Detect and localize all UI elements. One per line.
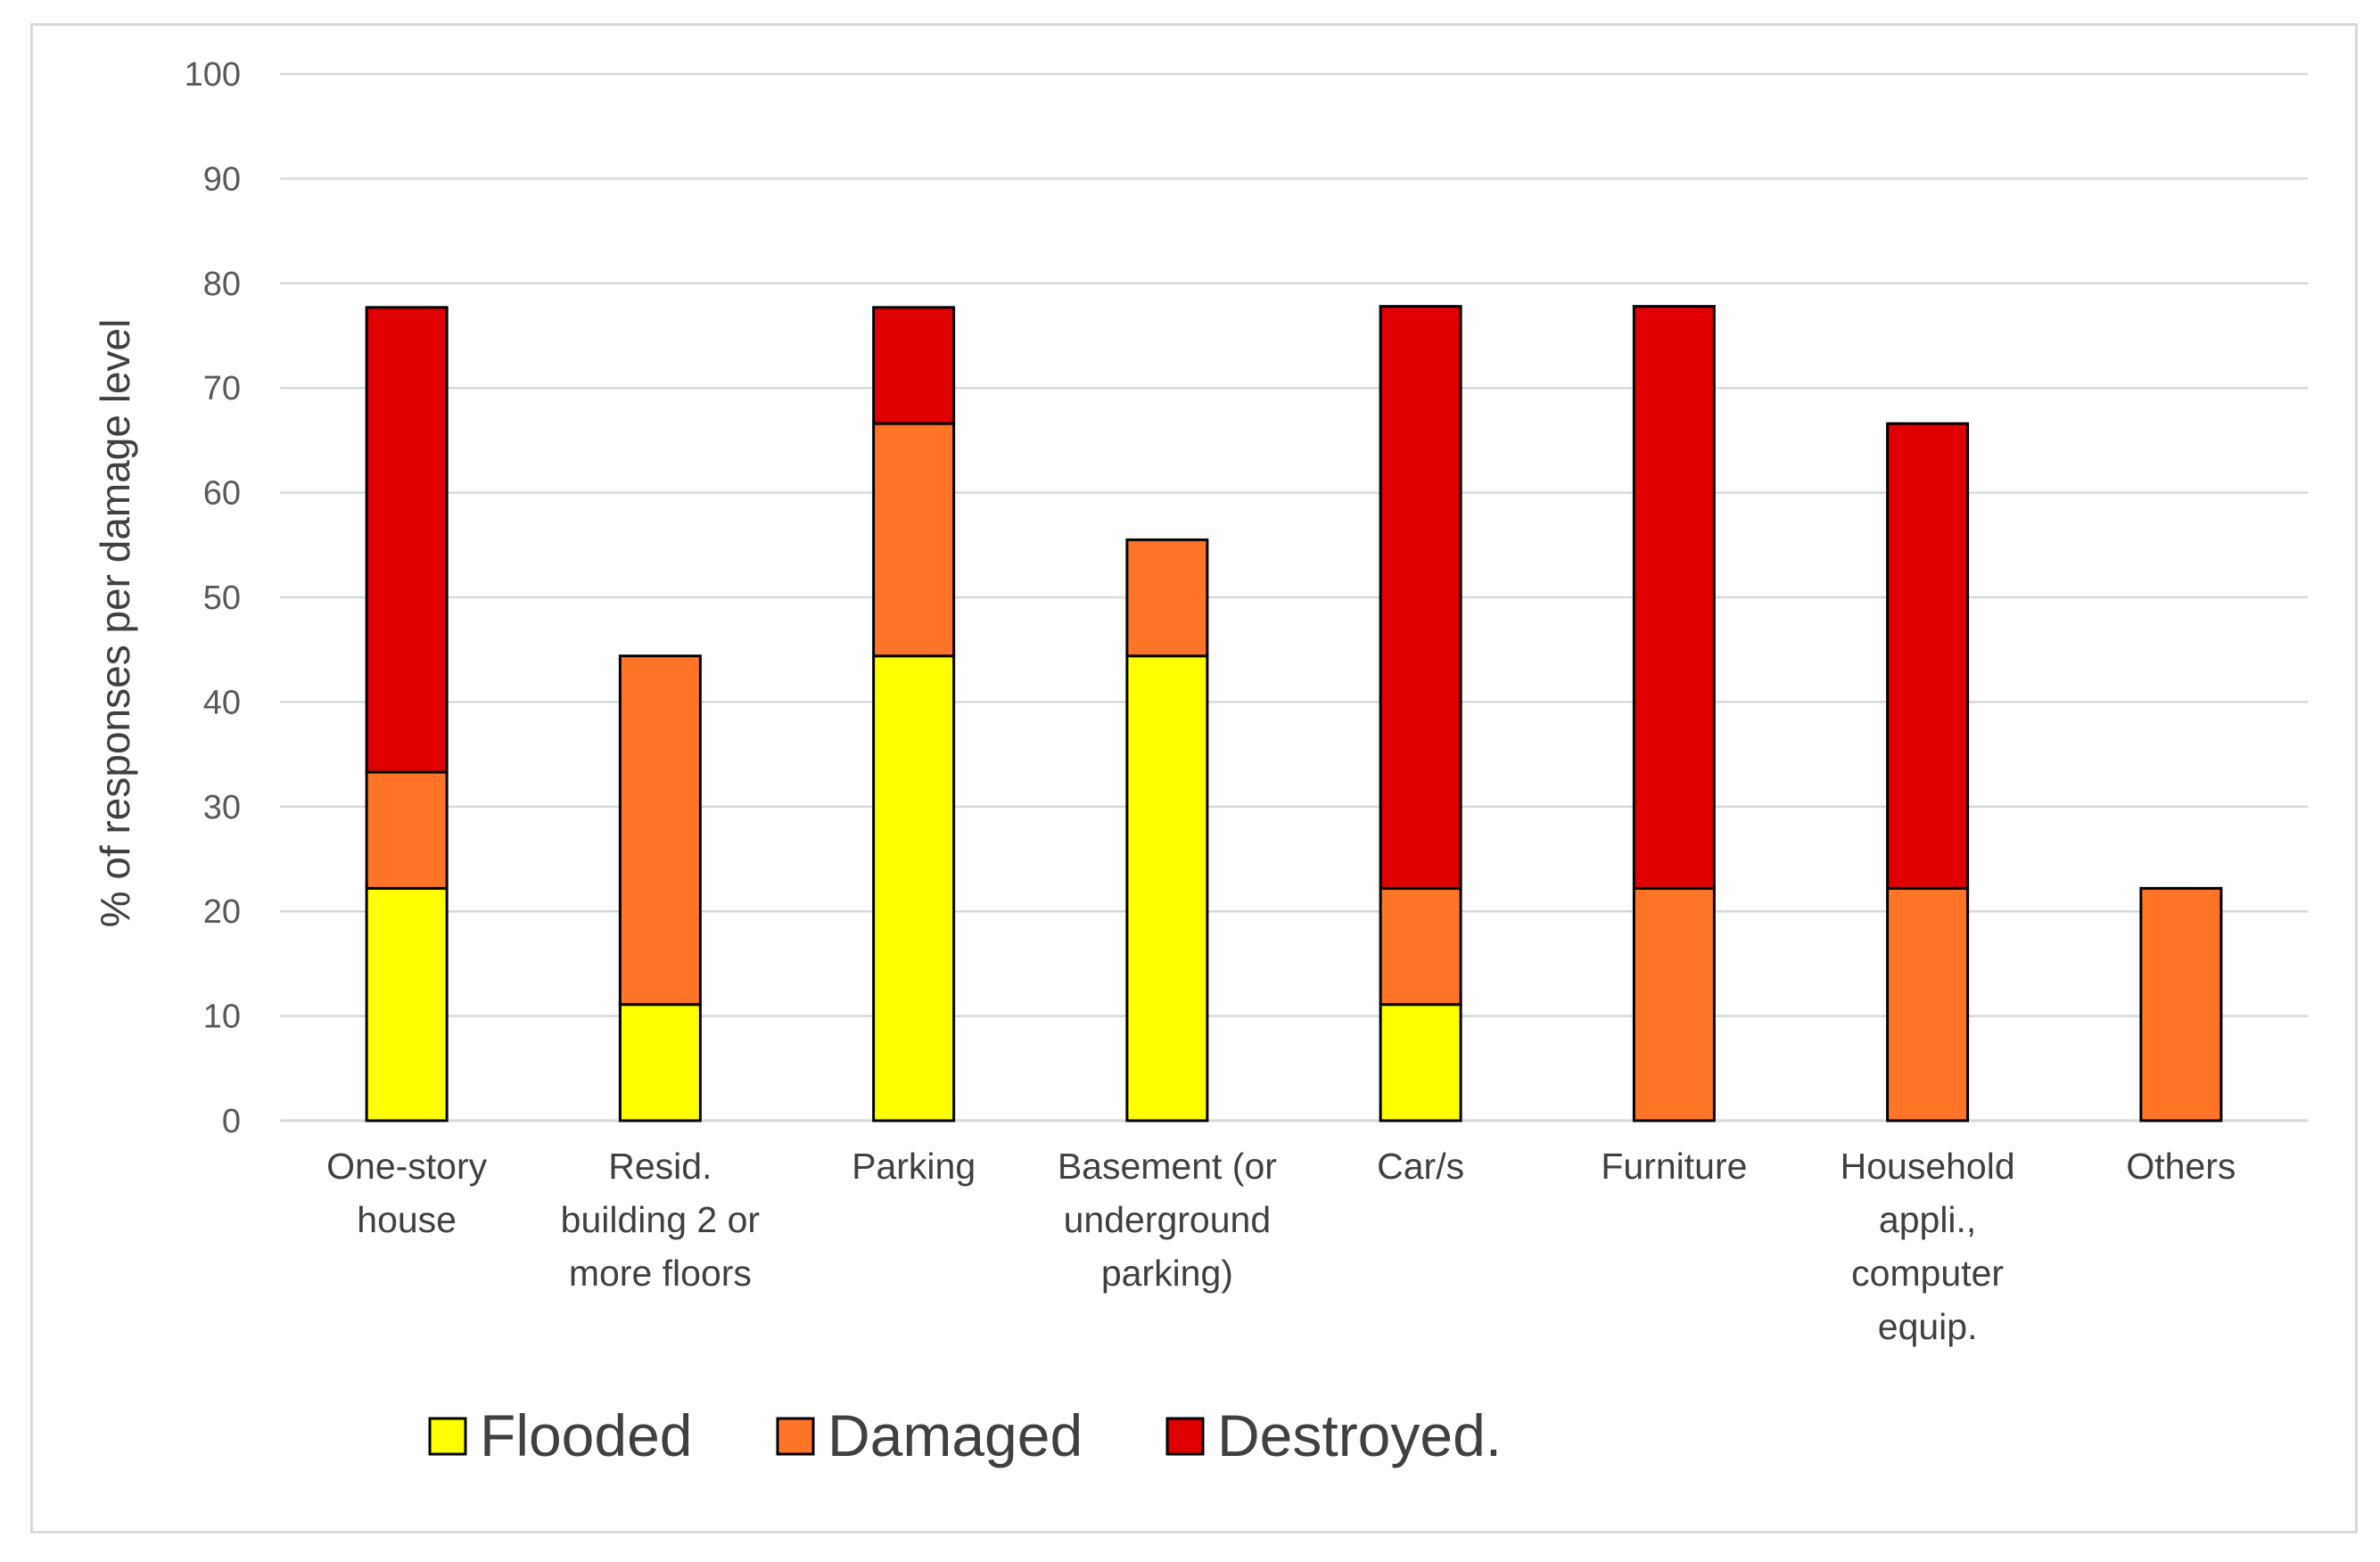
y-tick-label-50: 50 [203, 580, 241, 617]
y-tick-label-20: 20 [203, 893, 241, 931]
bar-segment-damaged-0 [365, 770, 449, 890]
bar-segment-destroyed-0 [365, 306, 449, 774]
bar-segment-damaged-7 [2139, 886, 2223, 1122]
gridlines [280, 72, 2308, 1122]
bar-segment-flooded-4 [1379, 1003, 1462, 1122]
x-category-label-1-line-1: building 2 or [561, 1199, 760, 1240]
y-tick-label-70: 70 [203, 370, 241, 407]
legend-swatch-destroyed [1165, 1417, 1205, 1456]
bar-segment-destroyed-5 [1632, 305, 1716, 890]
legend-label-destroyed: Destroyed. [1217, 1402, 1502, 1468]
y-tick-label-0: 0 [222, 1103, 241, 1140]
x-category-label-0-line-1: house [357, 1199, 457, 1240]
y-tick-label-10: 10 [203, 999, 241, 1036]
y-tick-label-30: 30 [203, 789, 241, 826]
bar-segment-flooded-2 [872, 654, 956, 1122]
x-category-label-3-line-2: parking) [1101, 1253, 1233, 1294]
y-tick-label-60: 60 [203, 475, 241, 513]
bar-segment-damaged-4 [1379, 886, 1462, 1007]
x-category-label-6-line-2: computer [1851, 1253, 2004, 1294]
x-category-label-1-line-2: more floors [569, 1253, 752, 1294]
bar-segment-flooded-0 [365, 886, 449, 1122]
x-category-label-2-line-0: Parking [852, 1146, 976, 1187]
bar-segment-damaged-6 [1886, 886, 1970, 1122]
x-category-label-6-line-1: appli., [1879, 1199, 1976, 1240]
y-tick-label-100: 100 [185, 56, 241, 94]
legend-swatch-flooded [428, 1417, 467, 1456]
y-tick-label-90: 90 [203, 160, 241, 198]
x-axis-labels: One-story house Resid. building 2 or more fl… [326, 1146, 2236, 1347]
legend-swatch-damaged [776, 1417, 815, 1456]
bar-segment-damaged-5 [1632, 886, 1716, 1122]
legend-label-damaged: Damaged [828, 1402, 1083, 1468]
bars [365, 305, 2223, 1122]
x-category-label-7-line-0: Others [2126, 1146, 2236, 1187]
x-category-label-3-line-0: Basement (or [1058, 1146, 1277, 1187]
x-category-label-6-line-0: Household [1841, 1146, 2015, 1187]
bar-segment-flooded-1 [618, 1003, 702, 1122]
x-category-label-5-line-0: Furniture [1601, 1146, 1747, 1187]
bar-segment-flooded-3 [1125, 654, 1209, 1122]
bar-segment-destroyed-6 [1886, 422, 1970, 890]
bar-segment-destroyed-4 [1379, 305, 1462, 890]
y-tick-label-80: 80 [203, 266, 241, 303]
x-category-label-3-line-1: underground [1064, 1199, 1272, 1240]
bar-segment-damaged-2 [872, 422, 956, 658]
y-axis-title: % of responses per damage level [92, 319, 138, 928]
x-category-label-4-line-0: Car/s [1377, 1146, 1464, 1187]
x-category-label-0-line-0: One-story [326, 1146, 487, 1187]
y-tick-label-40: 40 [203, 684, 241, 721]
y-axis-ticks: 0 10 20 30 40 50 60 70 80 90 100 [185, 56, 241, 1140]
stacked-bar-chart: 0 10 20 30 40 50 60 70 80 90 100 One-story house Res… [92, 56, 2308, 1468]
chart-frame: 0 10 20 30 40 50 60 70 80 90 100 One-story house Res… [30, 23, 2358, 1533]
bar-segment-damaged-3 [1125, 538, 1209, 658]
x-category-label-6-line-3: equip. [1878, 1306, 1978, 1347]
legend-label-flooded: Flooded [480, 1402, 693, 1468]
x-category-label-1-line-0: Resid. [608, 1146, 712, 1187]
bar-segment-damaged-1 [618, 654, 702, 1007]
bar-segment-destroyed-2 [872, 306, 956, 425]
legend: Flooded Damaged Destroyed. [428, 1402, 1502, 1468]
